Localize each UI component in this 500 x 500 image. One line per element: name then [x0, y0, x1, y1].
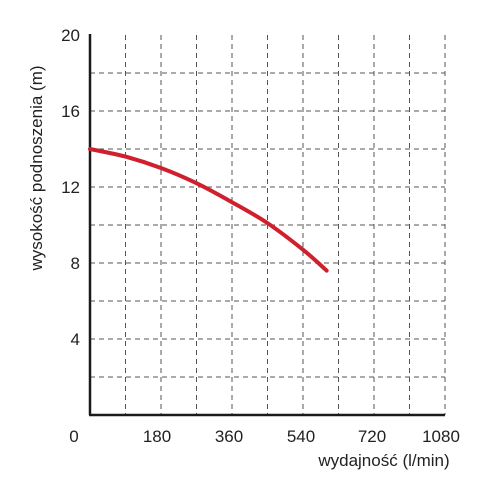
y-tick-labels: 4 8 12 16 20 [61, 26, 80, 349]
y-tick-label: 16 [61, 102, 80, 121]
y-tick-label: 8 [71, 254, 80, 273]
y-tick-label: 20 [61, 26, 80, 45]
series-line [88, 147, 329, 273]
x-tick-label: 360 [215, 427, 243, 446]
y-tick-label: 12 [61, 178, 80, 197]
x-tick-label: 180 [143, 427, 171, 446]
origin-tick-label: 0 [69, 427, 78, 446]
x-tick-labels: 180 360 540 720 1080 [143, 427, 460, 446]
y-axis-title: wysokość podnoszenia (m) [27, 65, 46, 271]
x-tick-label: 1080 [422, 427, 460, 446]
x-axis-title: wydajność (l/min) [317, 451, 449, 470]
y-tick-label: 4 [71, 330, 80, 349]
axes [88, 34, 445, 417]
x-tick-label: 720 [358, 427, 386, 446]
x-tick-label: 540 [287, 427, 315, 446]
